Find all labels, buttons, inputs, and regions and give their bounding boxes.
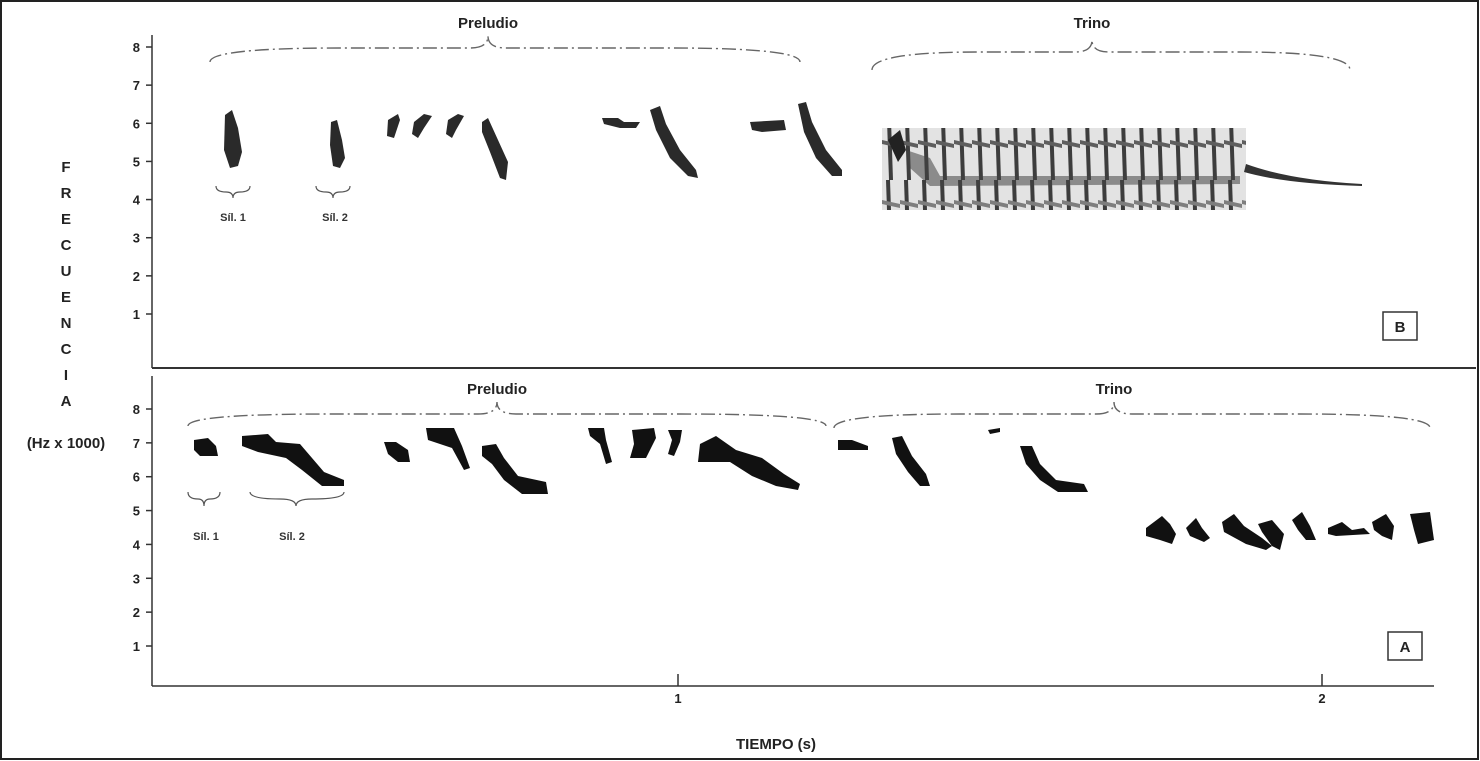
note	[1328, 522, 1370, 536]
y-letter: C	[61, 237, 72, 254]
brace-syllable-2	[249, 491, 345, 507]
panel-badge-label: B	[1395, 319, 1406, 336]
note	[892, 436, 930, 486]
y-tick-label: 1	[133, 639, 140, 654]
note	[1186, 518, 1210, 542]
x-tick-label: 1	[674, 691, 681, 706]
panel-a: 1 2 3 4 5 6 7 8 Preludio Trino Síl. 1 Síl. 2	[133, 376, 1434, 706]
panel-b-trill	[882, 128, 1362, 210]
y-tick-label: 8	[133, 40, 140, 55]
note	[668, 430, 682, 456]
y-letter: E	[61, 289, 71, 306]
y-tick-label: 6	[133, 470, 140, 485]
note	[330, 120, 345, 168]
y-tick-label: 2	[133, 269, 140, 284]
y-letter: I	[64, 367, 68, 384]
note	[426, 428, 470, 470]
y-tick-label: 1	[133, 307, 140, 322]
brace-trino	[871, 39, 1351, 71]
section-label-preludio: Preludio	[458, 15, 518, 32]
note	[194, 438, 218, 456]
note	[242, 434, 344, 486]
note	[1146, 516, 1176, 544]
y-letter: C	[61, 341, 72, 358]
syllable-label-1: Síl. 1	[193, 531, 219, 543]
note	[387, 114, 400, 138]
note	[630, 428, 656, 458]
panel-badge-label: A	[1400, 639, 1411, 656]
note	[1258, 520, 1284, 550]
y-tick-label: 6	[133, 116, 140, 131]
y-tick-label: 3	[133, 571, 140, 586]
note	[1372, 514, 1394, 540]
y-tick-label: 7	[133, 78, 140, 93]
note	[482, 118, 508, 180]
y-letter: F	[61, 159, 70, 176]
y-axis-label: F R E C U E N C I A (Hz x 1000)	[27, 159, 105, 452]
y-tick-label: 4	[133, 193, 141, 208]
brace-trino	[833, 401, 1431, 429]
trill-tail	[1244, 164, 1362, 186]
y-letter: N	[61, 315, 72, 332]
note	[602, 118, 640, 128]
note	[798, 102, 842, 176]
section-label-preludio: Preludio	[467, 381, 527, 398]
y-tick-label: 2	[133, 605, 140, 620]
panel-b: 1 2 3 4 5 6 7 8 Preludio Trino Síl. 1 Síl. 2	[133, 15, 1476, 369]
brace-syllable-1	[187, 491, 221, 507]
note	[1292, 512, 1316, 540]
syllable-label-1: Síl. 1	[220, 212, 246, 224]
note	[1222, 514, 1272, 550]
x-axis-label: TIEMPO (s)	[736, 736, 816, 753]
note	[1020, 446, 1088, 492]
note	[888, 130, 906, 162]
y-tick-label: 5	[133, 154, 140, 169]
y-letter: U	[61, 263, 72, 280]
note	[412, 114, 432, 138]
note	[482, 444, 548, 494]
note	[224, 110, 242, 168]
panel-b-notes	[224, 102, 842, 180]
panel-b-y-ticks: 1 2 3 4 5 6 7 8	[133, 40, 152, 322]
brace-preludio	[209, 35, 801, 63]
panel-a-y-ticks: 1 2 3 4 5 6 7 8	[133, 402, 152, 654]
x-tick-label: 2	[1318, 691, 1325, 706]
note	[838, 440, 868, 450]
y-tick-label: 7	[133, 436, 140, 451]
note	[1410, 512, 1434, 544]
y-letter: R	[61, 185, 72, 202]
y-tick-label: 4	[133, 537, 141, 552]
trill-band	[906, 150, 1240, 186]
syllable-label-2: Síl. 2	[322, 212, 348, 224]
y-axis-unit: (Hz x 1000)	[27, 435, 105, 452]
y-tick-label: 5	[133, 504, 140, 519]
section-label-trino: Trino	[1096, 381, 1133, 398]
note	[588, 428, 612, 464]
trill-block	[882, 128, 1246, 210]
panel-a-notes	[194, 428, 1434, 550]
brace-syllable-1	[215, 185, 251, 199]
panel-badge	[1382, 311, 1418, 341]
panel-badge	[1387, 631, 1423, 661]
y-tick-label: 3	[133, 231, 140, 246]
y-letter: A	[61, 393, 72, 410]
note	[988, 428, 1000, 434]
brace-preludio	[187, 401, 827, 427]
section-label-trino: Trino	[1074, 15, 1111, 32]
y-tick-label: 8	[133, 402, 140, 417]
note	[446, 114, 464, 138]
note	[750, 120, 786, 132]
syllable-label-2: Síl. 2	[279, 531, 305, 543]
note	[384, 442, 410, 462]
y-letter: E	[61, 211, 71, 228]
note	[650, 106, 698, 178]
note	[698, 436, 800, 490]
brace-syllable-2	[315, 185, 351, 199]
